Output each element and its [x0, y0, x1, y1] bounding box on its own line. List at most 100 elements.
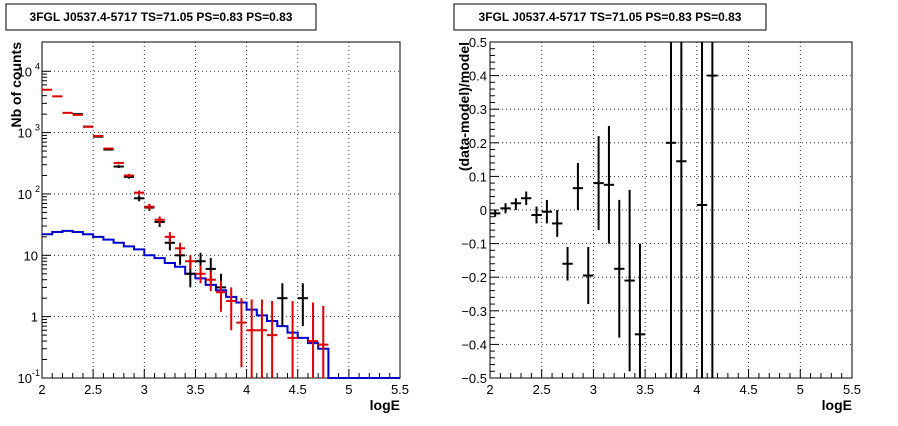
y-tick-exponent: 3	[35, 123, 40, 133]
y-tick-label: −0.2	[461, 270, 487, 285]
x-tick-label: 2	[486, 382, 493, 397]
chart-1: 3FGL J0537.4-5717 TS=71.05 PS=0.83 PS=0.…	[5, 3, 409, 413]
x-tick-label: 3	[590, 382, 597, 397]
data-point	[195, 265, 206, 284]
x-tick-label: 4	[243, 382, 250, 397]
data-point	[500, 203, 511, 214]
y-tick-label: 10	[24, 248, 38, 263]
data-point	[510, 198, 522, 210]
chart-title: 3FGL J0537.4-5717 TS=71.05 PS=0.83 PS=0.…	[479, 10, 742, 24]
data-point	[236, 298, 247, 368]
y-tick-label: −0.4	[461, 337, 487, 352]
data-point	[144, 203, 155, 210]
y-tick-label: 0	[480, 203, 487, 218]
data-point	[113, 161, 124, 165]
data-point	[552, 210, 563, 237]
y-tick-label: 0.2	[469, 136, 487, 151]
y-axis-label: Nb of counts	[8, 42, 24, 128]
x-tick-label: 5.5	[391, 382, 409, 397]
data-point	[185, 255, 196, 269]
data-point	[226, 287, 237, 331]
data-point	[277, 283, 288, 327]
plot-frame	[41, 41, 401, 379]
x-tick-label: 4.5	[289, 382, 307, 397]
series-1	[490, 42, 718, 378]
data-point	[205, 270, 216, 292]
x-tick-label: 3.5	[636, 382, 654, 397]
data-point	[318, 305, 329, 378]
x-axis-label: logE	[370, 397, 400, 413]
data-point	[72, 113, 83, 116]
data-point	[267, 300, 278, 378]
data-point	[490, 210, 501, 217]
data-point	[614, 199, 625, 338]
y-tick-label: 0.5	[469, 35, 487, 50]
y-axis-label: (data-model)/model	[456, 42, 472, 171]
data-point	[103, 147, 114, 150]
y-tick-label: 10	[18, 126, 32, 141]
data-point	[572, 162, 584, 210]
title-box	[5, 3, 317, 31]
data-point	[174, 242, 186, 256]
y-tick-label: −0.1	[461, 237, 487, 252]
data-point	[113, 165, 124, 168]
data-point	[62, 111, 73, 114]
data-point	[562, 246, 573, 281]
y-tick-label: −0.3	[461, 304, 487, 319]
data-point	[287, 300, 298, 378]
x-tick-label: 4	[693, 382, 700, 397]
data-point	[297, 283, 308, 327]
y-tick-label: 0.1	[469, 169, 487, 184]
x-tick-label: 3	[141, 382, 148, 397]
x-tick-label: 5.5	[843, 382, 861, 397]
data-point	[603, 126, 615, 244]
data-point	[665, 42, 677, 378]
data-point	[134, 190, 145, 196]
data-point	[541, 199, 553, 224]
data-point	[164, 231, 175, 243]
y-tick-label: 0.3	[469, 102, 487, 117]
series-3	[42, 88, 329, 378]
data-point	[123, 173, 135, 178]
x-tick-label: 2	[38, 382, 45, 397]
data-point	[531, 206, 542, 224]
x-tick-label: 5	[797, 382, 804, 397]
data-point	[215, 281, 227, 312]
series-2	[72, 113, 308, 327]
data-point	[82, 125, 94, 128]
x-tick-label: 2.5	[533, 382, 551, 397]
chart-2: 3FGL J0537.4-5717 TS=71.05 PS=0.83 PS=0.…	[453, 3, 861, 413]
data-point	[676, 42, 687, 378]
x-axis-label: logE	[822, 397, 852, 413]
data-point	[707, 42, 718, 378]
data-point	[93, 135, 104, 138]
data-point	[696, 42, 708, 378]
data-point	[624, 189, 635, 372]
data-point	[246, 299, 257, 378]
data-point	[154, 216, 165, 224]
data-point	[583, 246, 594, 305]
x-tick-label: 4.5	[740, 382, 758, 397]
y-tick-exponent: -1	[32, 368, 40, 378]
y-tick-label: 1	[31, 310, 38, 325]
y-tick-label: 10	[18, 371, 32, 386]
y-tick-label: 10	[18, 187, 32, 202]
data-point	[42, 88, 53, 91]
data-point	[307, 302, 319, 378]
y-tick-exponent: 2	[35, 184, 40, 194]
y-tick-exponent: 4	[35, 61, 40, 71]
y-tick-label: 0.4	[469, 69, 487, 84]
x-tick-label: 5	[345, 382, 352, 397]
grid-lines	[41, 42, 401, 379]
data-point	[52, 95, 63, 98]
data-point	[593, 136, 604, 231]
data-point	[256, 299, 268, 378]
x-tick-label: 3.5	[186, 382, 204, 397]
x-tick-label: 2.5	[84, 382, 102, 397]
data-point	[134, 195, 145, 202]
title-box	[453, 3, 767, 31]
y-tick-label: 10	[18, 64, 32, 79]
data-point	[521, 191, 532, 205]
